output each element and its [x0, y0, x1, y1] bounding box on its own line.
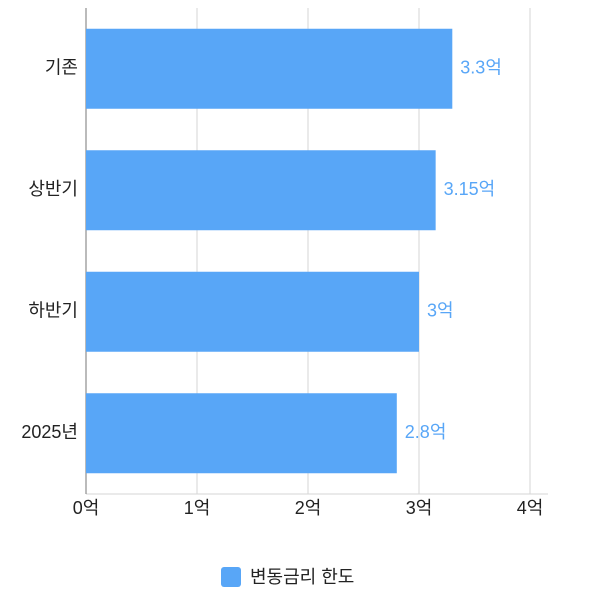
data-label: 3억: [427, 301, 454, 321]
bar: [86, 393, 397, 474]
bar: [86, 271, 419, 352]
x-tick-label: 1억: [184, 498, 211, 518]
x-tick-label: 4억: [517, 498, 544, 518]
data-label: 3.3억: [460, 58, 502, 78]
bar: [86, 150, 436, 231]
x-tick-label: 2억: [295, 498, 322, 518]
y-tick-label: 상반기: [28, 179, 78, 199]
y-tick-label: 기존: [45, 58, 78, 78]
y-tick-label: 하반기: [28, 301, 78, 321]
data-label: 3.15억: [444, 179, 496, 199]
y-tick-label: 2025년: [21, 422, 78, 442]
data-label: 2.8억: [405, 422, 447, 442]
legend-swatch: [221, 567, 241, 587]
bar: [86, 28, 453, 109]
x-tick-label: 0억: [73, 498, 100, 518]
x-tick-label: 3억: [406, 498, 433, 518]
legend-label: 변동금리 한도: [250, 567, 354, 587]
